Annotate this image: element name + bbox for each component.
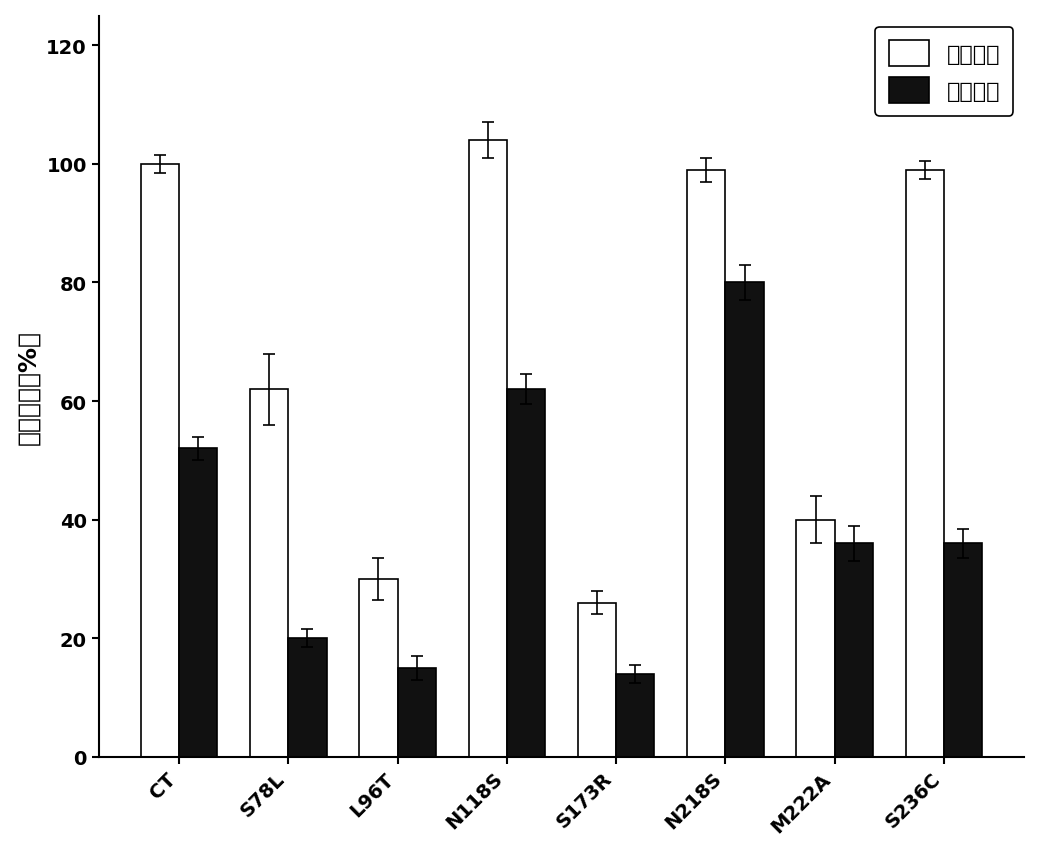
Bar [179,449,218,757]
Bar [141,164,179,757]
Bar [835,544,873,757]
Bar [507,389,545,757]
Bar [468,141,507,757]
Legend: 初始酶活, 剩余酶活: 初始酶活, 剩余酶活 [875,28,1013,117]
Bar [359,579,398,757]
Bar [726,283,764,757]
Bar [796,520,835,757]
Bar [398,668,436,757]
Bar [578,603,616,757]
Bar [616,674,655,757]
Y-axis label: 相对酶活（%）: 相对酶活（%） [17,330,41,444]
Bar [288,638,327,757]
Bar [250,389,288,757]
Bar [944,544,983,757]
Bar [906,170,944,757]
Bar [687,170,726,757]
